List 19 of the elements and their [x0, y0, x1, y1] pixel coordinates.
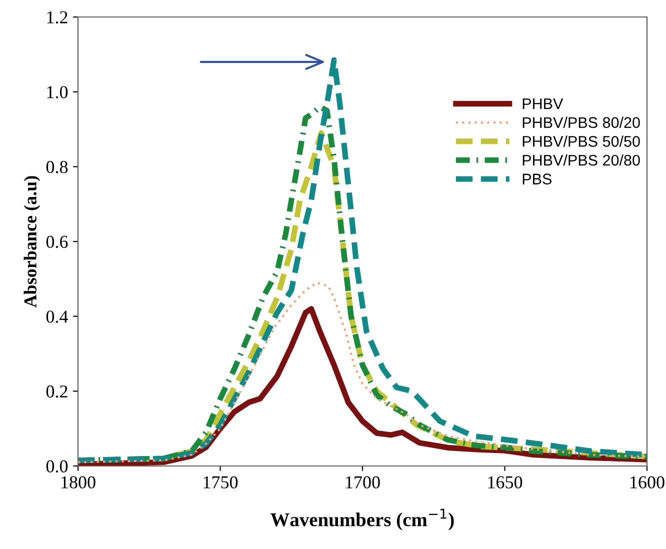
- y-tick-label: 1.0: [47, 86, 68, 98]
- legend-label: PHBV: [522, 98, 564, 110]
- x-tick-label: 1800: [62, 476, 96, 488]
- y-tick-label: 0.2: [46, 385, 68, 398]
- y-tick-label: 0.4: [46, 310, 68, 323]
- legend-label: PHBV/PBS 80/20: [522, 116, 640, 128]
- y-tick-label: 0.0: [46, 460, 68, 473]
- legend-label: PBS: [522, 174, 552, 184]
- x-tick-label: 1700: [346, 476, 380, 488]
- y-axis-title: Absorbance (a.u): [24, 176, 40, 308]
- x-tick-label: 1600: [630, 476, 664, 488]
- x-axis-title: Wavenumbers (cm$^{−1}$): [270, 508, 454, 530]
- legend-label: PHBV/PBS 20/80: [522, 154, 640, 166]
- y-tick-label: 1.2: [47, 11, 68, 24]
- x-tick-label: 1650: [488, 476, 522, 488]
- x-tick-label: 1750: [204, 476, 238, 488]
- y-tick-label: 0.6: [46, 236, 68, 248]
- y-tick-label: 0.8: [46, 160, 68, 174]
- legend-label: PHBV/PBS 50/50: [522, 136, 640, 147]
